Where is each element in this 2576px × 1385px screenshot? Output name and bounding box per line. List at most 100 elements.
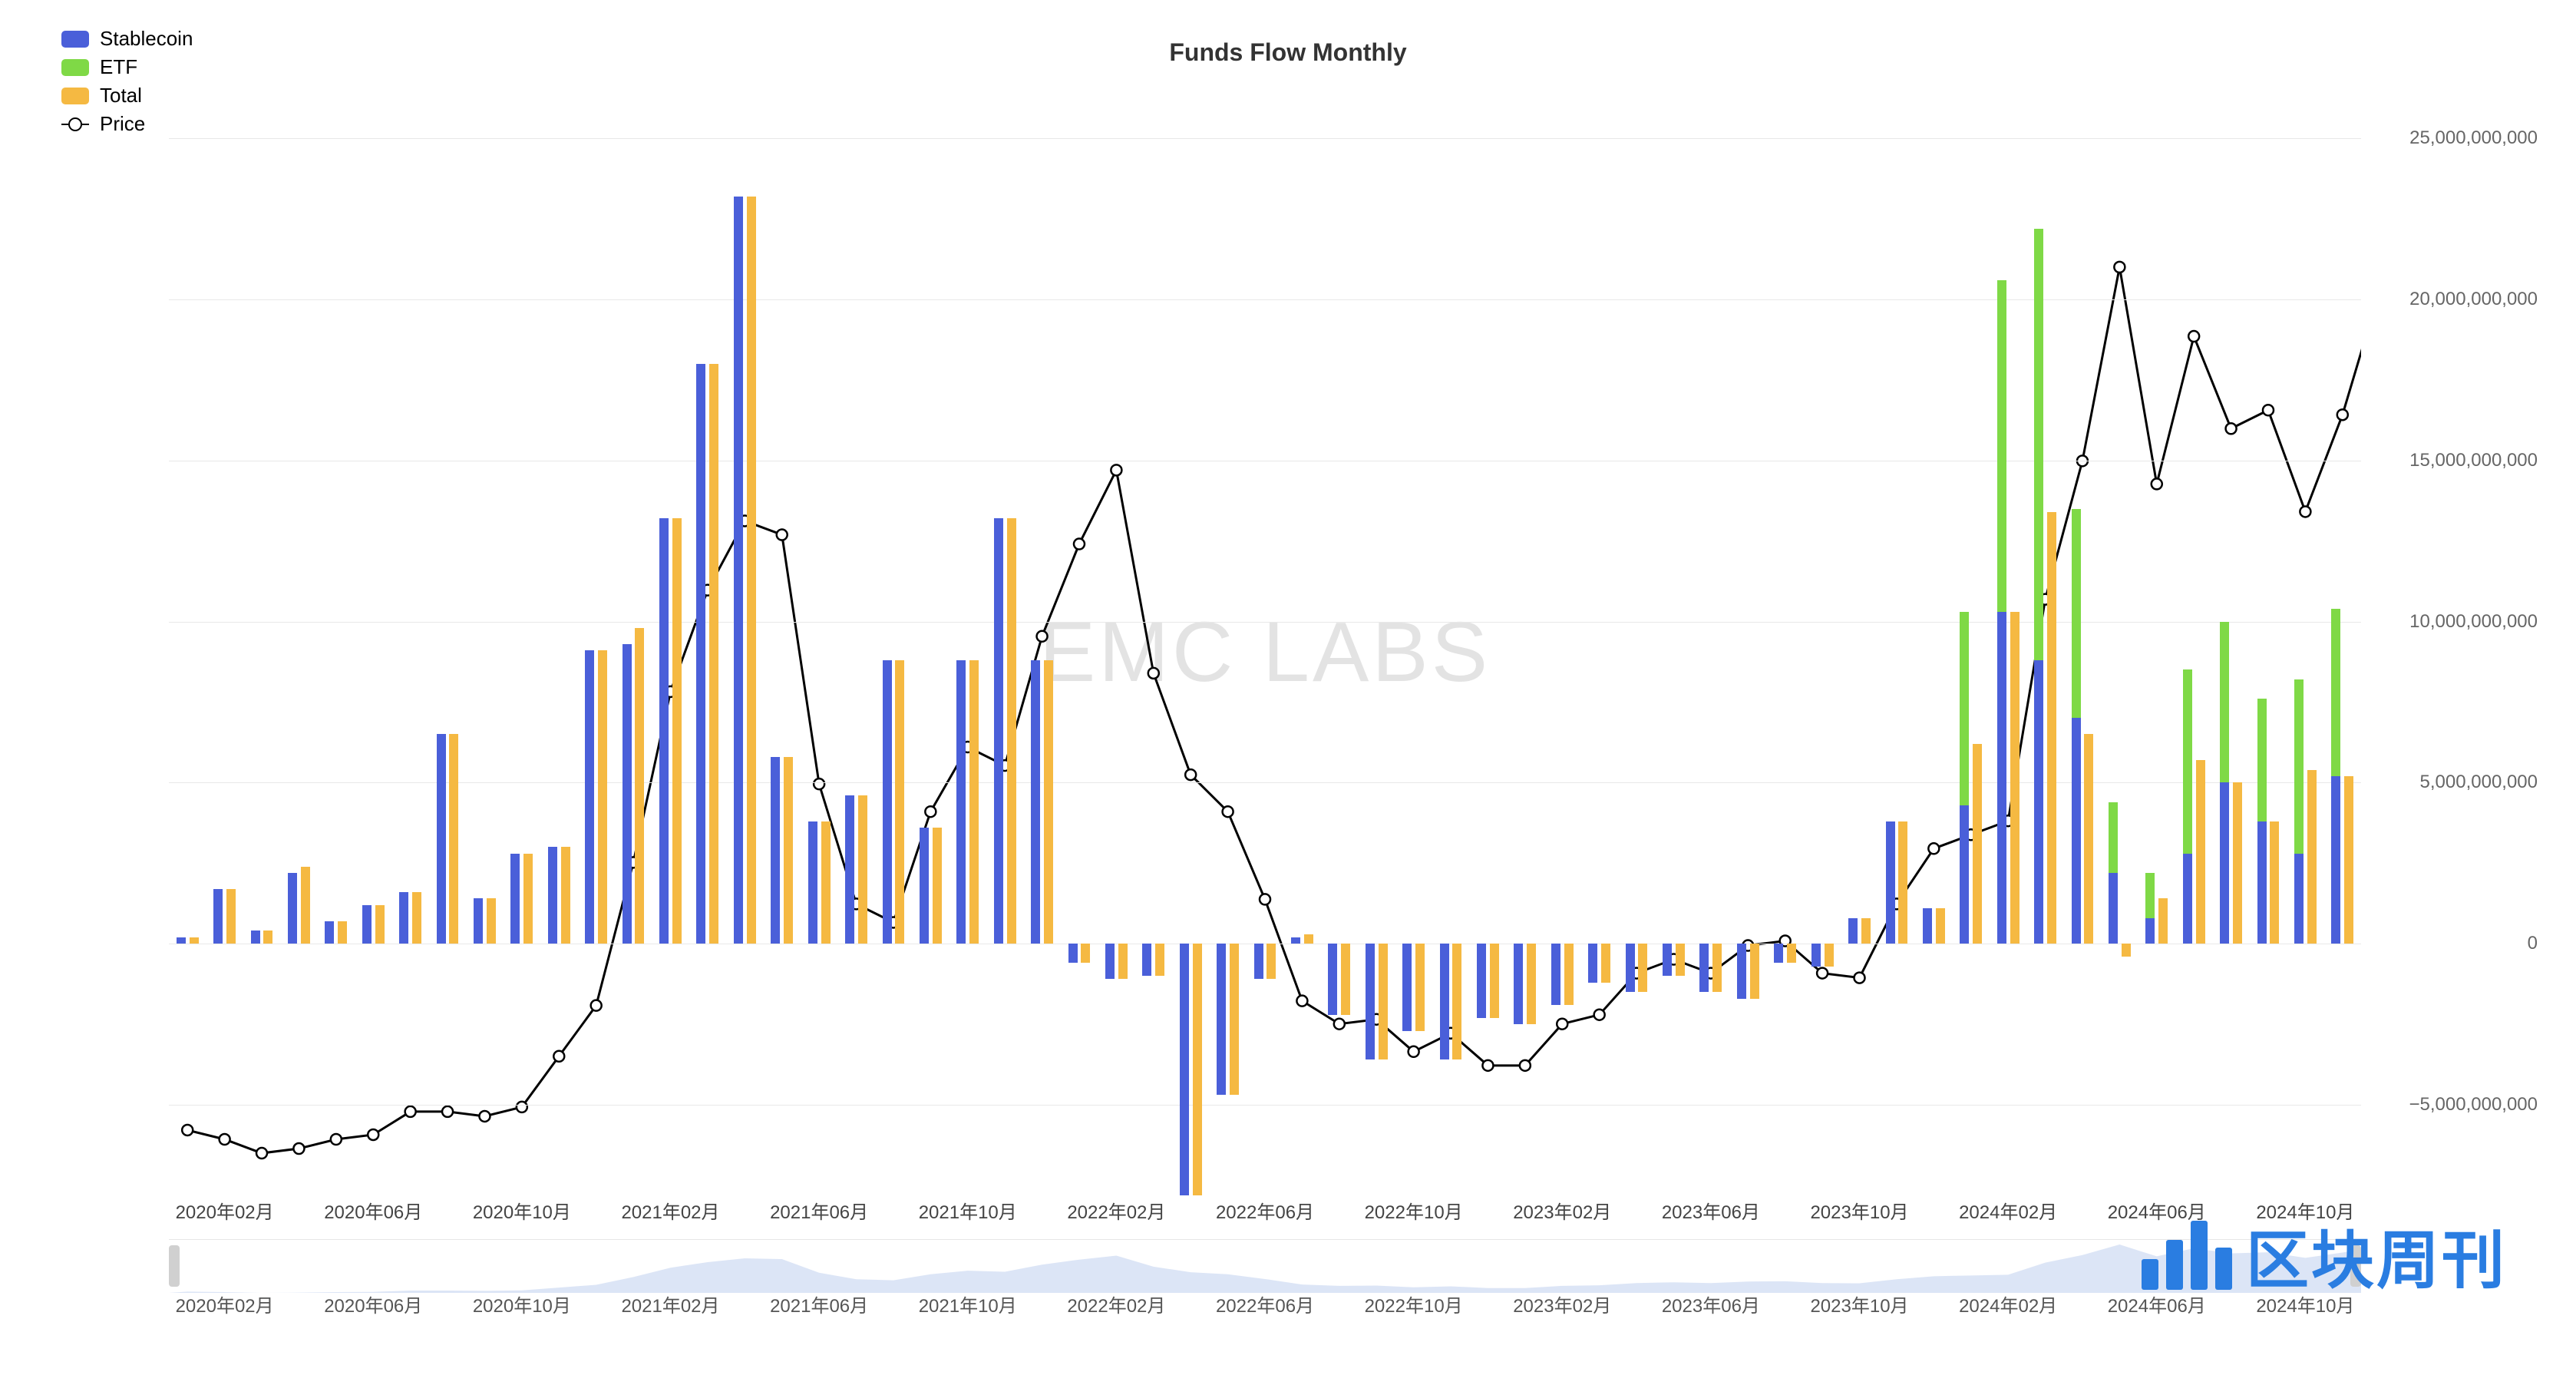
bar-total[interactable] xyxy=(226,889,236,944)
bar-stablecoin[interactable] xyxy=(213,889,223,944)
bar-etf[interactable] xyxy=(2109,802,2118,873)
bar-etf[interactable] xyxy=(1960,612,1969,805)
bar-stablecoin[interactable] xyxy=(437,734,446,944)
bar-etf[interactable] xyxy=(2331,609,2340,776)
bar-stablecoin[interactable] xyxy=(1366,944,1375,1059)
legend-item[interactable]: Price xyxy=(61,112,193,136)
bar-stablecoin[interactable] xyxy=(1068,944,1078,963)
bar-total[interactable] xyxy=(2344,776,2353,944)
price-marker[interactable] xyxy=(777,530,788,540)
price-marker[interactable] xyxy=(368,1129,378,1140)
price-marker[interactable] xyxy=(220,1134,230,1145)
bar-total[interactable] xyxy=(1973,744,1982,944)
price-marker[interactable] xyxy=(1185,769,1196,780)
price-marker[interactable] xyxy=(1074,539,1085,550)
price-marker[interactable] xyxy=(814,778,824,789)
bar-total[interactable] xyxy=(2233,782,2242,944)
legend-item[interactable]: Stablecoin xyxy=(61,27,193,51)
price-marker[interactable] xyxy=(1557,1019,1567,1030)
bar-stablecoin[interactable] xyxy=(288,873,297,944)
bar-stablecoin[interactable] xyxy=(2257,821,2267,944)
bar-stablecoin[interactable] xyxy=(399,892,408,944)
price-marker[interactable] xyxy=(2188,331,2199,342)
price-marker[interactable] xyxy=(925,806,936,817)
bar-total[interactable] xyxy=(263,930,272,944)
bar-total[interactable] xyxy=(1750,944,1759,998)
bar-stablecoin[interactable] xyxy=(696,364,705,944)
price-marker[interactable] xyxy=(1260,894,1270,904)
price-marker[interactable] xyxy=(405,1106,416,1117)
bar-stablecoin[interactable] xyxy=(1031,660,1040,944)
bar-total[interactable] xyxy=(375,905,385,944)
bar-total[interactable] xyxy=(487,898,496,944)
bar-total[interactable] xyxy=(1415,944,1425,1030)
bar-total[interactable] xyxy=(635,628,644,944)
bar-total[interactable] xyxy=(1230,944,1239,1095)
bar-stablecoin[interactable] xyxy=(585,650,594,944)
price-marker[interactable] xyxy=(331,1134,342,1145)
price-marker[interactable] xyxy=(2226,423,2237,434)
bar-etf[interactable] xyxy=(2220,622,2229,783)
price-marker[interactable] xyxy=(1409,1046,1419,1057)
price-marker[interactable] xyxy=(182,1125,193,1135)
bar-stablecoin[interactable] xyxy=(362,905,372,944)
price-marker[interactable] xyxy=(1296,996,1307,1007)
bar-total[interactable] xyxy=(1936,908,1945,944)
bar-total[interactable] xyxy=(1118,944,1128,979)
bar-stablecoin[interactable] xyxy=(808,821,817,944)
bar-stablecoin[interactable] xyxy=(1811,944,1821,966)
bar-stablecoin[interactable] xyxy=(1699,944,1709,992)
bar-etf[interactable] xyxy=(2145,873,2155,918)
bar-total[interactable] xyxy=(1861,918,1871,944)
price-marker[interactable] xyxy=(553,1051,564,1062)
bar-total[interactable] xyxy=(1341,944,1350,1014)
bar-total[interactable] xyxy=(2122,944,2131,957)
bar-total[interactable] xyxy=(1007,518,1016,944)
bar-total[interactable] xyxy=(1304,934,1313,944)
bar-stablecoin[interactable] xyxy=(2034,660,2043,944)
bar-stablecoin[interactable] xyxy=(1440,944,1449,1059)
bar-total[interactable] xyxy=(1825,944,1834,966)
bar-total[interactable] xyxy=(2084,734,2093,944)
bar-total[interactable] xyxy=(933,828,942,944)
price-marker[interactable] xyxy=(1148,668,1159,679)
price-marker[interactable] xyxy=(1482,1060,1493,1071)
bar-stablecoin[interactable] xyxy=(177,937,186,944)
bar-etf[interactable] xyxy=(2072,509,2081,719)
price-marker[interactable] xyxy=(256,1148,267,1159)
price-marker[interactable] xyxy=(591,1000,602,1011)
bar-etf[interactable] xyxy=(2034,229,2043,660)
bar-stablecoin[interactable] xyxy=(1960,805,1969,944)
price-marker[interactable] xyxy=(442,1106,453,1117)
price-marker[interactable] xyxy=(1223,806,1234,817)
bar-stablecoin[interactable] xyxy=(1254,944,1263,979)
bar-etf[interactable] xyxy=(2183,669,2192,853)
price-marker[interactable] xyxy=(1520,1060,1531,1071)
bar-total[interactable] xyxy=(1676,944,1685,976)
price-marker[interactable] xyxy=(2300,506,2310,517)
price-marker[interactable] xyxy=(1334,1019,1345,1030)
bar-stablecoin[interactable] xyxy=(1626,944,1635,992)
bar-stablecoin[interactable] xyxy=(1477,944,1486,1018)
bar-stablecoin[interactable] xyxy=(2109,873,2118,944)
bar-total[interactable] xyxy=(1452,944,1461,1059)
bar-total[interactable] xyxy=(301,867,310,944)
price-marker[interactable] xyxy=(1854,973,1865,983)
bar-total[interactable] xyxy=(709,364,718,944)
bar-stablecoin[interactable] xyxy=(1737,944,1746,998)
bar-stablecoin[interactable] xyxy=(251,930,260,944)
bar-total[interactable] xyxy=(1044,660,1053,944)
bar-total[interactable] xyxy=(2307,770,2317,944)
bar-stablecoin[interactable] xyxy=(623,644,632,944)
bar-stablecoin[interactable] xyxy=(1551,944,1560,1005)
price-marker[interactable] xyxy=(1817,968,1828,979)
bar-total[interactable] xyxy=(1601,944,1610,982)
bar-stablecoin[interactable] xyxy=(1923,908,1932,944)
bar-stablecoin[interactable] xyxy=(1997,612,2006,944)
bar-stablecoin[interactable] xyxy=(1886,821,1895,944)
bar-etf[interactable] xyxy=(2257,699,2267,821)
bar-stablecoin[interactable] xyxy=(771,757,780,944)
bar-stablecoin[interactable] xyxy=(1514,944,1523,1024)
price-marker[interactable] xyxy=(2337,409,2348,420)
bar-total[interactable] xyxy=(895,660,904,944)
